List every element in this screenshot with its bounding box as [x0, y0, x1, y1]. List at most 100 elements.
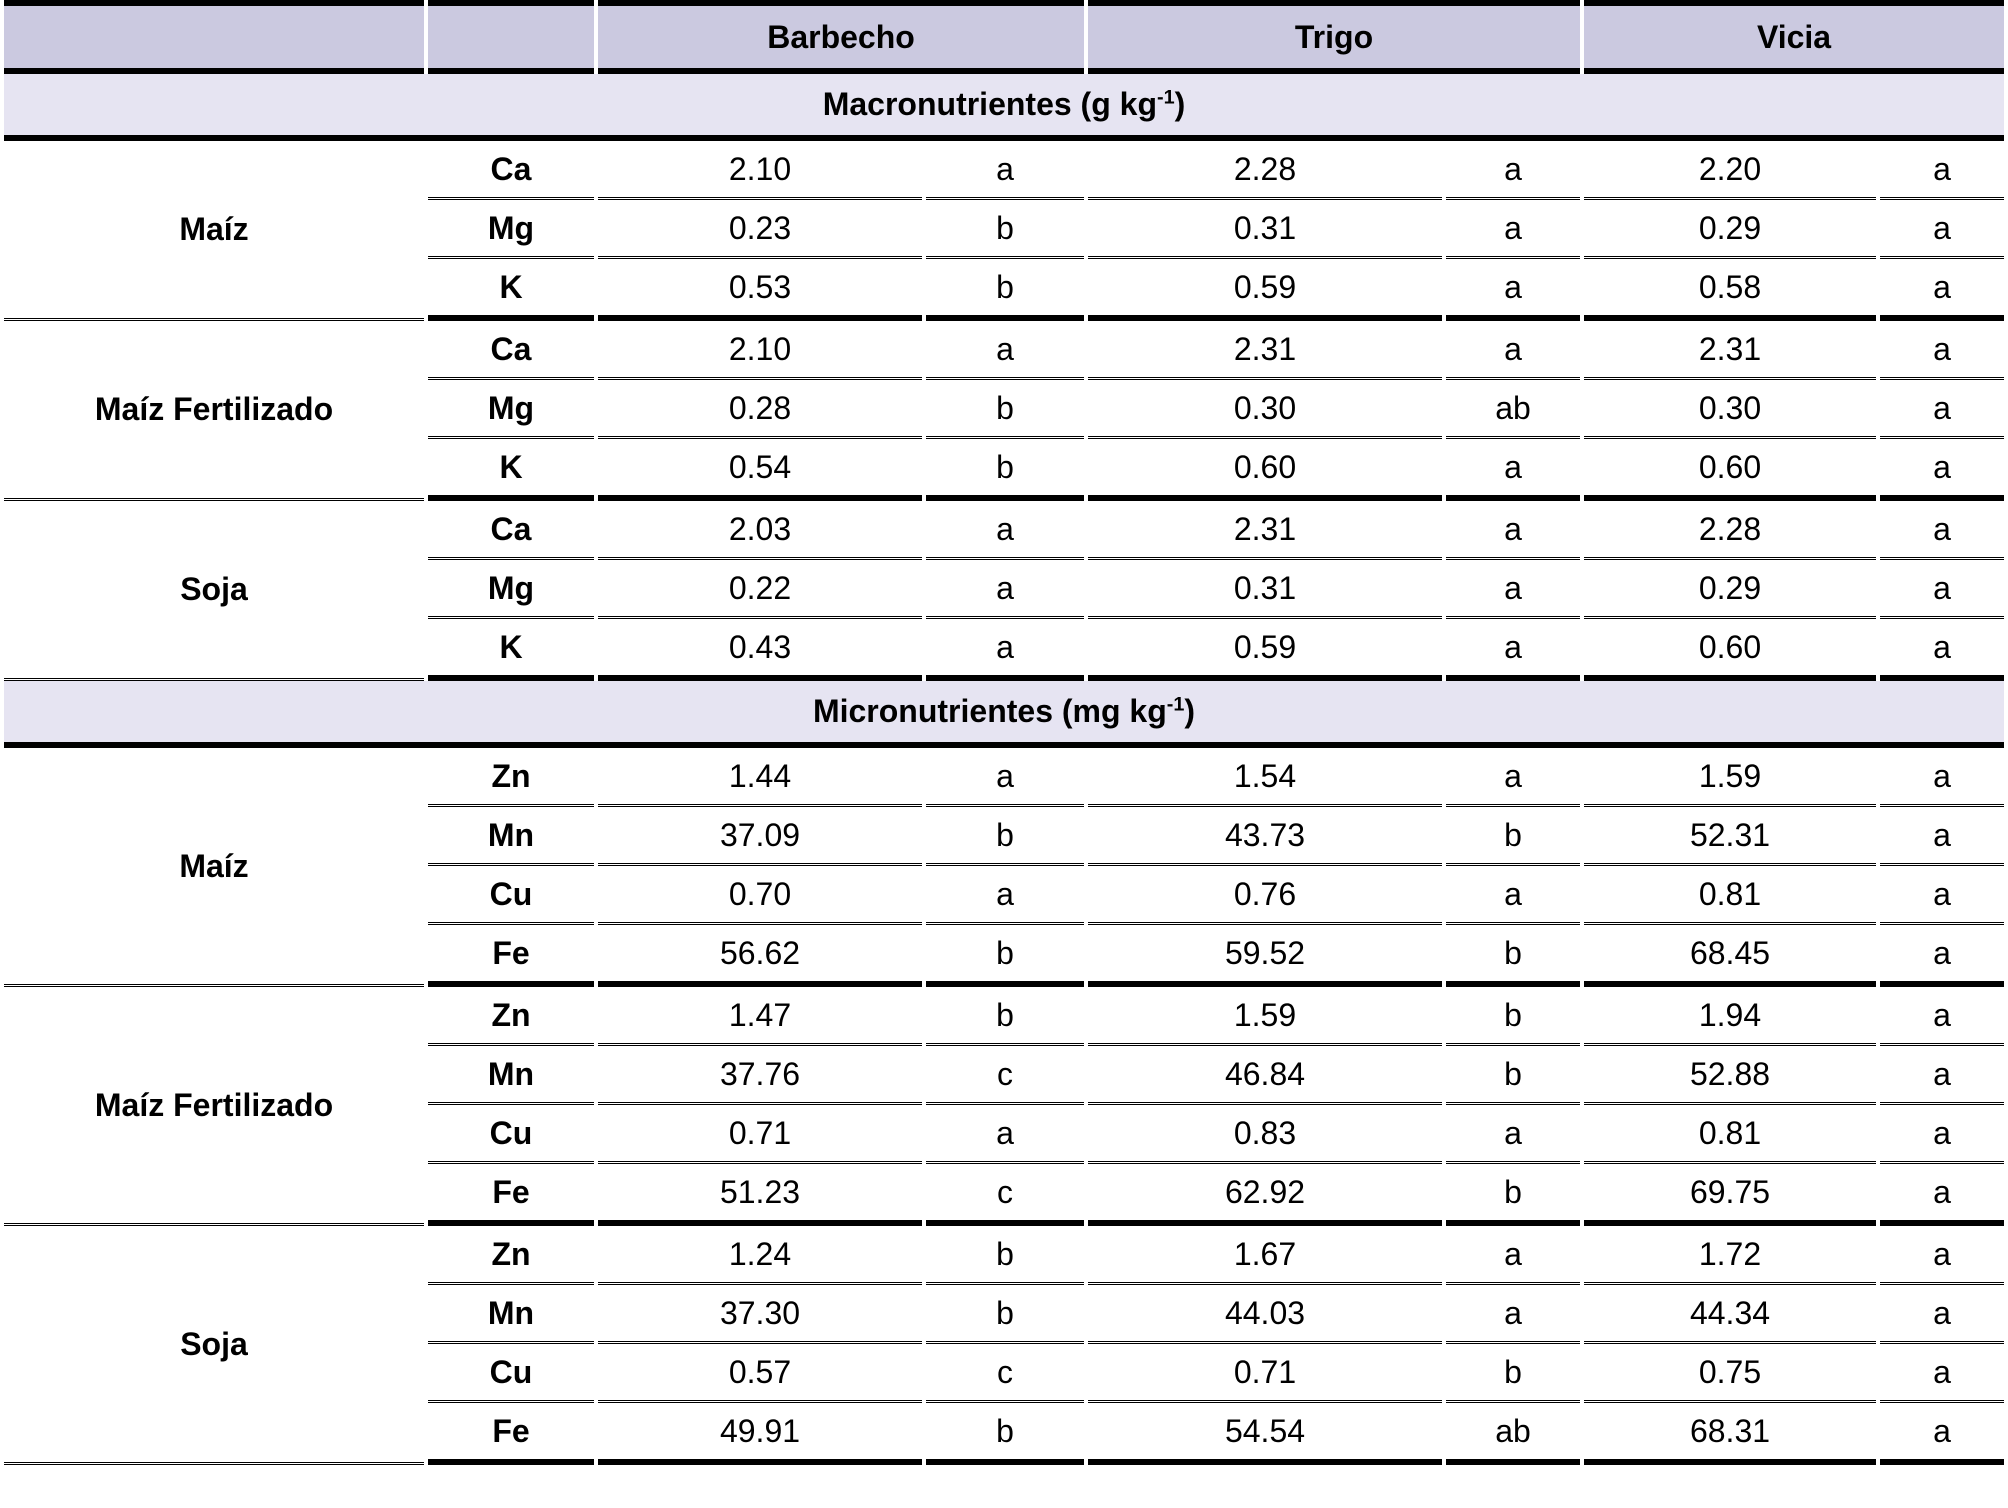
barbecho-significance-letter: b [926, 1226, 1084, 1285]
trigo-significance-letter: a [1446, 1226, 1580, 1285]
trigo-value: 0.59 [1088, 619, 1442, 681]
trigo-significance-letter: a [1446, 439, 1580, 501]
barbecho-value: 37.09 [598, 807, 922, 866]
section-header-row: Micronutrientes (mg kg-1) [4, 681, 2005, 748]
barbecho-value: 56.62 [598, 925, 922, 987]
trigo-value: 1.59 [1088, 987, 1442, 1046]
trigo-value: 0.31 [1088, 560, 1442, 619]
data-row-maiz-zn: Maíz Zn 1.44 a 1.54 a 1.59 a [4, 748, 2005, 987]
barbecho-significance-letter: b [926, 807, 1084, 866]
element-symbol-cu: Cu [428, 866, 594, 925]
barbecho-value: 1.24 [598, 1226, 922, 1285]
vicia-significance-letter: a [1880, 866, 2005, 925]
vicia-significance-letter: a [1880, 259, 2005, 321]
vicia-value: 0.60 [1584, 619, 1876, 681]
vicia-significance-letter: a [1880, 141, 2005, 200]
data-row-maiz-fertilizado-mn: Mn 37.76 c 46.84 b 52.88 a [4, 1046, 2005, 1105]
barbecho-significance-letter: a [926, 748, 1084, 807]
element-symbol-zn: Zn [428, 1226, 594, 1285]
nutrients-table: Barbecho Trigo Vicia Macronutrientes (g … [4, 0, 2005, 1465]
element-symbol-ca: Ca [428, 141, 594, 200]
vicia-significance-letter: a [1880, 321, 2005, 380]
section-title-exponent: -1 [1166, 693, 1185, 716]
barbecho-value: 0.53 [598, 259, 922, 321]
vicia-significance-letter: a [1880, 1285, 2005, 1344]
trigo-significance-letter: a [1446, 200, 1580, 259]
crop-label-maiz: Maíz [4, 748, 424, 987]
trigo-significance-letter: ab [1446, 1403, 1580, 1465]
barbecho-significance-letter: b [926, 200, 1084, 259]
vicia-value: 0.30 [1584, 380, 1876, 439]
trigo-significance-letter: b [1446, 1046, 1580, 1105]
vicia-significance-letter: a [1880, 1344, 2005, 1403]
vicia-significance-letter: a [1880, 380, 2005, 439]
element-symbol-mn: Mn [428, 1285, 594, 1344]
data-row-soja-mn: Mn 37.30 b 44.03 a 44.34 a [4, 1285, 2005, 1344]
barbecho-value: 0.28 [598, 380, 922, 439]
trigo-value: 2.31 [1088, 321, 1442, 380]
element-symbol-cu: Cu [428, 1105, 594, 1164]
vicia-significance-letter: a [1880, 1164, 2005, 1226]
barbecho-value: 0.70 [598, 866, 922, 925]
barbecho-significance-letter: b [926, 439, 1084, 501]
crop-label-maiz-fertilizado: Maíz Fertilizado [4, 321, 424, 501]
trigo-significance-letter: a [1446, 259, 1580, 321]
vicia-significance-letter: a [1880, 560, 2005, 619]
treatment-header-barbecho: Barbecho [598, 0, 1084, 74]
data-row-soja-ca: Soja Ca 2.03 a 2.31 a 2.28 a [4, 501, 2005, 681]
barbecho-value: 49.91 [598, 1403, 922, 1465]
data-row-maiz-fertilizado-mg: Mg 0.28 b 0.30 ab 0.30 a [4, 380, 2005, 439]
barbecho-significance-letter: a [926, 560, 1084, 619]
trigo-value: 0.31 [1088, 200, 1442, 259]
trigo-value: 0.60 [1088, 439, 1442, 501]
barbecho-value: 2.10 [598, 321, 922, 380]
data-row-soja-k: K 0.43 a 0.59 a 0.60 a [4, 619, 2005, 681]
vicia-value: 2.20 [1584, 141, 1876, 200]
trigo-significance-letter: a [1446, 748, 1580, 807]
data-row-maiz-ca: Maíz Ca 2.10 a 2.28 a 2.20 a [4, 141, 2005, 321]
section-title-macronutrientes: Macronutrientes (g kg-1) [4, 74, 2005, 141]
trigo-value: 59.52 [1088, 925, 1442, 987]
element-symbol-k: K [428, 439, 594, 501]
vicia-value: 44.34 [1584, 1285, 1876, 1344]
section-header-row: Macronutrientes (g kg-1) [4, 74, 2005, 141]
vicia-significance-letter: a [1880, 501, 2005, 560]
data-row-maiz-fertilizado-zn: Maíz Fertilizado Zn 1.47 b 1.59 b 1.94 a [4, 987, 2005, 1226]
barbecho-significance-letter: b [926, 380, 1084, 439]
barbecho-value: 0.54 [598, 439, 922, 501]
vicia-value: 0.81 [1584, 866, 1876, 925]
barbecho-significance-letter: b [926, 1285, 1084, 1344]
treatment-header-vicia: Vicia [1584, 0, 2005, 74]
trigo-significance-letter: a [1446, 560, 1580, 619]
vicia-significance-letter: a [1880, 1403, 2005, 1465]
barbecho-significance-letter: a [926, 141, 1084, 200]
vicia-significance-letter: a [1880, 1105, 2005, 1164]
vicia-value: 0.60 [1584, 439, 1876, 501]
trigo-value: 0.59 [1088, 259, 1442, 321]
trigo-significance-letter: b [1446, 987, 1580, 1046]
crop-label-maiz: Maíz [4, 141, 424, 321]
element-symbol-cu: Cu [428, 1344, 594, 1403]
barbecho-value: 0.57 [598, 1344, 922, 1403]
trigo-significance-letter: a [1446, 501, 1580, 560]
crop-label-soja: Soja [4, 501, 424, 681]
trigo-value: 44.03 [1088, 1285, 1442, 1344]
crop-label-maiz-fertilizado: Maíz Fertilizado [4, 987, 424, 1226]
data-row-maiz-mg: Mg 0.23 b 0.31 a 0.29 a [4, 200, 2005, 259]
trigo-significance-letter: a [1446, 866, 1580, 925]
barbecho-value: 1.44 [598, 748, 922, 807]
trigo-value: 46.84 [1088, 1046, 1442, 1105]
vicia-value: 2.31 [1584, 321, 1876, 380]
treatment-header-row: Barbecho Trigo Vicia [4, 0, 2005, 74]
data-row-maiz-fertilizado-ca: Maíz Fertilizado Ca 2.10 a 2.31 a 2.31 a [4, 321, 2005, 501]
data-row-maiz-mn: Mn 37.09 b 43.73 b 52.31 a [4, 807, 2005, 866]
treatment-header-trigo: Trigo [1088, 0, 1580, 74]
data-row-soja-cu: Cu 0.57 c 0.71 b 0.75 a [4, 1344, 2005, 1403]
element-symbol-fe: Fe [428, 1403, 594, 1465]
section-title-text: Macronutrientes (g kg [822, 86, 1157, 122]
element-symbol-mg: Mg [428, 560, 594, 619]
vicia-value: 52.31 [1584, 807, 1876, 866]
barbecho-value: 0.22 [598, 560, 922, 619]
vicia-significance-letter: a [1880, 619, 2005, 681]
vicia-significance-letter: a [1880, 1046, 2005, 1105]
